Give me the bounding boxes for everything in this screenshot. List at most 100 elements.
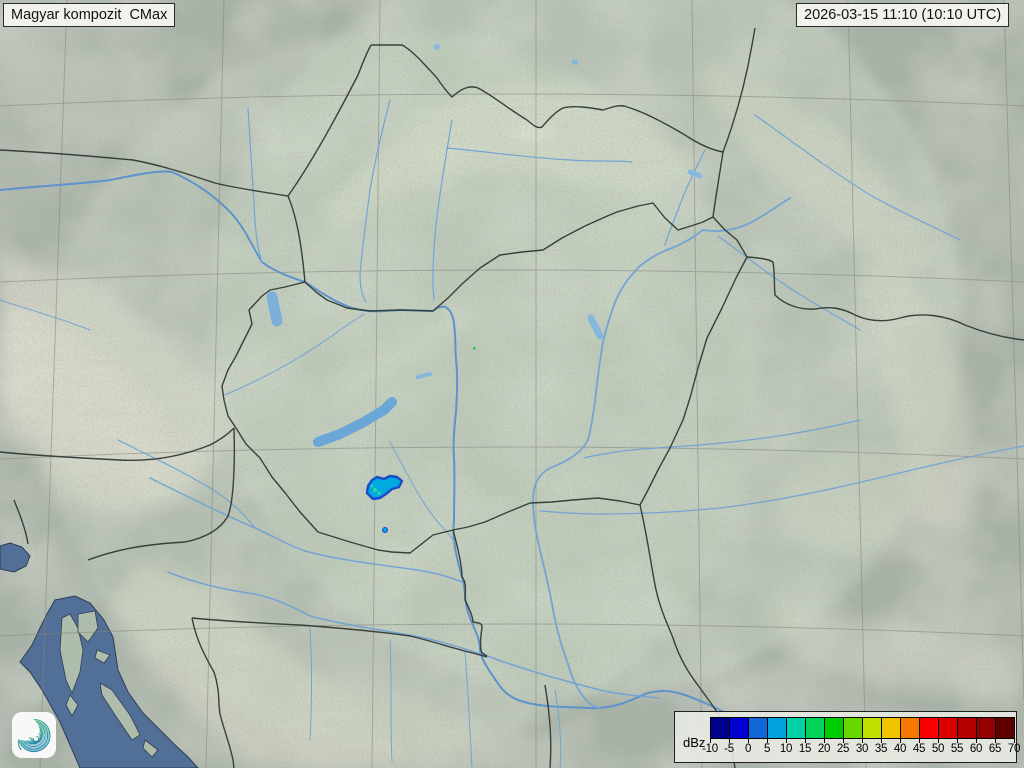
legend-tick-label: 35	[874, 743, 888, 755]
legend-tickmark	[881, 738, 882, 743]
lakes	[266, 44, 703, 447]
legend-tick-label: 70	[1007, 743, 1021, 755]
sio-channel	[389, 441, 457, 546]
legend-tickmark	[862, 738, 863, 743]
legend-tickmark	[938, 738, 939, 743]
legend-tickmark	[919, 738, 920, 743]
legend-swatches	[710, 717, 1015, 739]
morava-river	[247, 107, 263, 263]
legend-tickmark	[786, 738, 787, 743]
legend-tickmark	[976, 738, 977, 743]
legend-swatch	[938, 717, 958, 739]
legend-swatch	[824, 717, 844, 739]
poland-ukraine-border	[722, 27, 756, 153]
legend-tick-label: 65	[988, 743, 1002, 755]
timestamp-label: 2026-03-15 11:10 (10:10 UTC)	[796, 3, 1010, 27]
legend-tickmark	[805, 738, 806, 743]
legend-tick-label: -5	[724, 743, 734, 755]
slovakia-poland-border	[371, 44, 724, 153]
zemplinska-reservoir	[687, 169, 703, 179]
legend-swatch	[957, 717, 977, 739]
radar-echo	[365, 474, 404, 501]
serbia-bosnia-border	[544, 684, 552, 768]
maros-river	[539, 445, 1024, 515]
mura-river	[117, 439, 256, 529]
legend-unit-label: dBz	[683, 735, 706, 750]
legend-swatch	[748, 717, 768, 739]
italy-slovenia-border	[13, 499, 29, 545]
legend-tick-label: 45	[912, 743, 926, 755]
austria-slovakia-border	[287, 195, 306, 283]
legend-tickmark	[995, 738, 996, 743]
legend-swatch	[919, 717, 939, 739]
lake-balaton	[313, 397, 397, 447]
raba-river	[224, 313, 365, 396]
hron-river	[432, 119, 453, 301]
rivers	[0, 99, 1024, 768]
slovakia-ukraine-border	[712, 151, 724, 218]
legend-swatch	[976, 717, 996, 739]
legend-tickmark	[1014, 738, 1015, 743]
legend-tick-label: 5	[763, 743, 771, 755]
legend-panel: dBz -10 -5 0 5 10 15 20 25 30 35 40 45 50 55 60 65 70	[674, 711, 1020, 763]
legend-tick-label: 20	[817, 743, 831, 755]
szamos-river	[717, 235, 861, 331]
vah-river	[359, 99, 391, 303]
legend-tick-label: 0	[744, 743, 752, 755]
legend-swatch	[805, 717, 825, 739]
legend-tick-label: -10	[702, 743, 718, 755]
legend-tickmark	[843, 738, 844, 743]
legend-tick-label: 50	[931, 743, 945, 755]
hungaromet-spiral-logo	[12, 712, 56, 758]
legend-swatch	[881, 717, 901, 739]
legend-swatch	[767, 717, 787, 739]
legend-tick-label: 25	[836, 743, 850, 755]
legend-swatch	[710, 717, 730, 739]
austria-slovenia-border	[0, 427, 235, 462]
austria-czech-border	[0, 149, 289, 197]
legend-swatch	[843, 717, 863, 739]
legend-tickmark	[957, 738, 958, 743]
lake-tisza	[587, 314, 604, 340]
legend-swatch	[900, 717, 920, 739]
legend-tickmark	[748, 738, 749, 743]
lake-velence	[416, 372, 432, 379]
radar-echoes	[365, 347, 476, 533]
legend-tickmark	[767, 738, 768, 743]
lake-neusiedl	[266, 291, 283, 327]
legend-swatch	[862, 717, 882, 739]
ukraine-romania-border	[746, 256, 1024, 341]
legend-tickmark	[900, 738, 901, 743]
hungary-border	[221, 202, 748, 554]
legend-tick-label: 10	[779, 743, 793, 755]
koros-river	[583, 419, 861, 459]
legend-tick-label: 55	[950, 743, 964, 755]
legend-tick-label: 40	[893, 743, 907, 755]
legend-swatch	[995, 717, 1015, 739]
country-borders	[0, 27, 1024, 768]
legend-tickmark	[729, 738, 730, 743]
legend-tick-label: 60	[969, 743, 983, 755]
product-label: Magyar kompozit CMax	[3, 3, 176, 27]
legend-tick-label: 30	[855, 743, 869, 755]
legend-tickmark	[824, 738, 825, 743]
sava-river	[167, 571, 659, 699]
drava-river	[149, 477, 463, 583]
czech-slovakia-border	[287, 44, 372, 197]
upper-tisza	[754, 114, 961, 241]
legend-tick-label: 15	[798, 743, 812, 755]
bodrog-river	[664, 149, 706, 246]
legend-swatch	[729, 717, 749, 739]
legend-swatch	[786, 717, 806, 739]
radar-echo-dot	[382, 527, 388, 533]
radar-echo-speck	[473, 347, 476, 350]
poprad-river	[446, 147, 633, 163]
tisza-river	[532, 197, 791, 709]
slovenia-croatia-border	[87, 427, 236, 561]
danube-river	[0, 170, 725, 713]
adriatic-sea	[0, 542, 199, 768]
legend-tickmark	[710, 738, 711, 743]
